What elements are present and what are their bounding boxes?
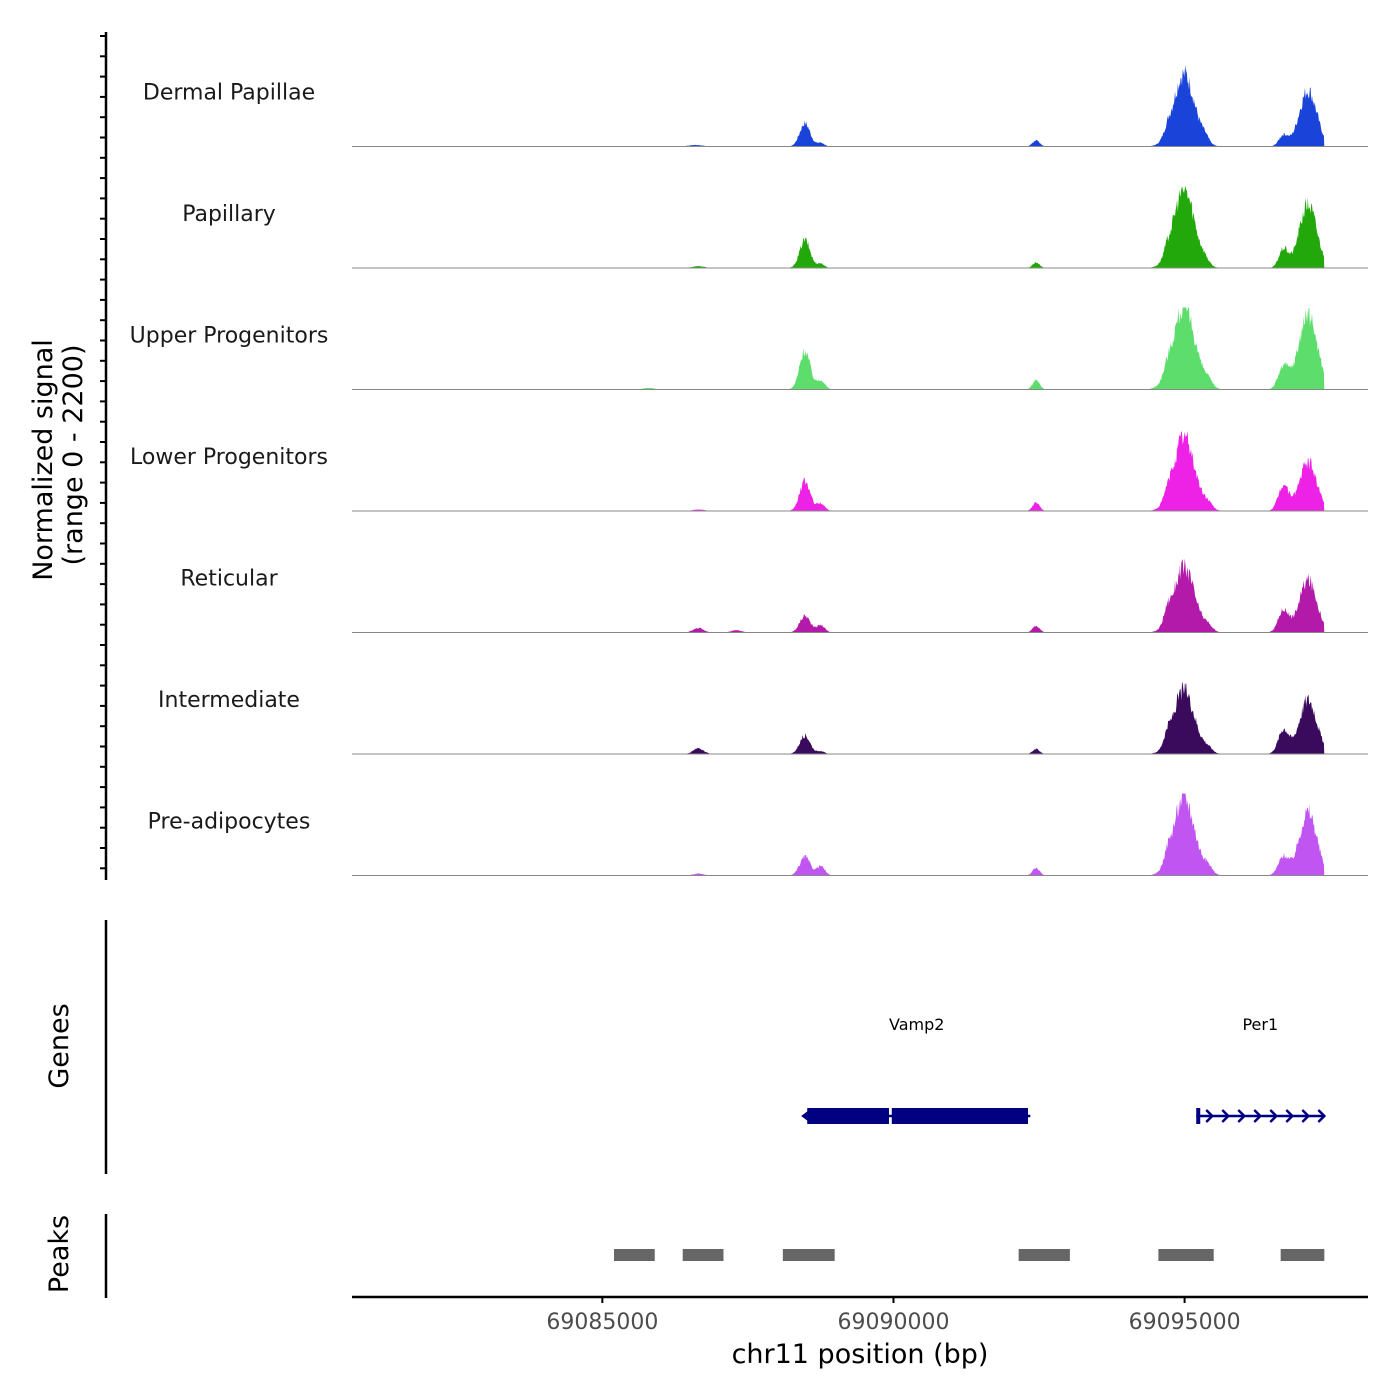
coverage-area-reticular [352, 558, 1325, 633]
track-dermal-papillae: Dermal Papillae [143, 65, 1368, 147]
x-axis: 69085000 69090000 69095000 [352, 1295, 1368, 1335]
coverage-area-papillary [352, 186, 1325, 268]
gene-strand-arrow-per1 [1205, 1109, 1215, 1123]
gene-strand-arrow-vamp2 [801, 1109, 812, 1123]
gene-label-vamp2: Vamp2 [889, 1015, 944, 1034]
coverage-area-pre-adipocytes [352, 793, 1325, 876]
signal-tracks: Dermal Papillae Papillary Upper Progenitor… [130, 65, 1368, 876]
gene-exon-vamp2 [807, 1108, 889, 1124]
x-tick-label: 69090000 [837, 1310, 949, 1335]
peak-region [1158, 1249, 1214, 1261]
peaks-panel-label: Peaks [44, 1215, 75, 1293]
track-label-intermediate: Intermediate [158, 688, 300, 713]
gene-strand-arrow-per1 [1301, 1109, 1311, 1123]
coverage-area-upper-progenitors [352, 307, 1325, 390]
peaks-panel [104, 1214, 1325, 1298]
peak-region [1280, 1249, 1325, 1261]
peak-region [782, 1249, 835, 1261]
gene-strand-arrow-per1 [1317, 1109, 1327, 1123]
gene-strand-arrow-per1 [1253, 1109, 1263, 1123]
x-tick-label: 69085000 [546, 1310, 658, 1335]
track-intermediate: Intermediate [158, 682, 1368, 755]
y-axis-title: Normalized signal [28, 339, 59, 581]
gene-strand-arrow-per1 [1269, 1109, 1279, 1123]
peak-region [682, 1249, 724, 1261]
coverage-area-dermal-papillae [352, 65, 1325, 147]
gene-exon-vamp2 [891, 1108, 1029, 1124]
coverage-area-lower-progenitors [352, 430, 1325, 511]
track-pre-adipocytes: Pre-adipocytes [148, 793, 1368, 876]
peak-region [614, 1249, 655, 1261]
genes-panel: Vamp2 Per1 [104, 920, 1327, 1174]
gene-label-per1: Per1 [1242, 1015, 1278, 1034]
coverage-area-intermediate [352, 682, 1325, 754]
track-label-upper-progenitors: Upper Progenitors [130, 324, 329, 349]
track-label-papillary: Papillary [182, 202, 276, 227]
gene-per1: Per1 [1196, 1015, 1327, 1124]
genes-panel-label: Genes [44, 1003, 75, 1088]
x-tick-label: 69095000 [1129, 1310, 1241, 1335]
gene-strand-arrow-per1 [1237, 1109, 1247, 1123]
gene-vamp2: Vamp2 [801, 1015, 1031, 1124]
y-axis-range: (range 0 - 2200) [58, 345, 89, 566]
gene-strand-arrow-per1 [1285, 1109, 1295, 1123]
track-papillary: Papillary [182, 186, 1368, 269]
signal-y-axis [100, 32, 108, 880]
track-upper-progenitors: Upper Progenitors [130, 307, 1368, 390]
track-label-lower-progenitors: Lower Progenitors [130, 445, 328, 470]
gene-strand-arrow-per1 [1221, 1109, 1231, 1123]
peak-region [1018, 1249, 1070, 1261]
track-reticular: Reticular [180, 558, 1368, 633]
track-label-pre-adipocytes: Pre-adipocytes [148, 810, 311, 835]
track-label-dermal-papillae: Dermal Papillae [143, 81, 315, 106]
track-label-reticular: Reticular [180, 567, 278, 592]
gene-exon-per1 [1196, 1108, 1201, 1124]
track-lower-progenitors: Lower Progenitors [130, 430, 1368, 512]
x-axis-title: chr11 position (bp) [732, 1339, 989, 1370]
